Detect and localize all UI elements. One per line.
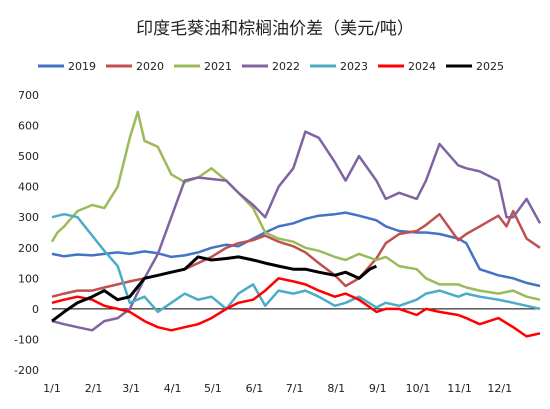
x-tick-label: 10/1 [406,382,431,395]
y-tick-label: 400 [18,181,39,194]
x-tick-label: 8/1 [327,382,345,395]
legend-label-2020: 2020 [136,60,164,73]
legend-label-2024: 2024 [408,60,436,73]
chart-title: 印度毛葵油和棕榈油价差（美元/吨） [136,19,414,39]
series-line-2022 [51,130,542,332]
x-tick-label: 2/1 [85,382,103,395]
series-line-2023 [51,212,541,314]
x-tick-label: 12/1 [487,382,512,395]
legend-label-2021: 2021 [204,60,232,73]
y-tick-label: -100 [14,333,39,346]
x-tick-label: 4/1 [164,382,182,395]
y-tick-label: 700 [18,89,39,102]
legend-label-2025: 2025 [476,60,504,73]
y-tick-label: 200 [18,242,39,255]
series-line-2024 [51,277,541,338]
x-tick-label: 5/1 [204,382,222,395]
y-tick-label: 300 [18,211,39,224]
x-tick-label: 1/1 [43,382,61,395]
y-tick-label: -200 [14,364,39,377]
axes: -200 -100 0 100 200 300 400 500 600 700 1/1 2/1 3/1 4… [14,89,540,395]
x-tick-label: 7/1 [286,382,304,395]
x-tick-label: 3/1 [122,382,140,395]
series-line-2019 [51,211,541,288]
legend-label-2023: 2023 [340,60,368,73]
series-line-2020 [51,209,541,298]
series-lines [50,110,542,338]
series-line-2025 [51,255,378,323]
legend-label-2019: 2019 [68,60,96,73]
y-tick-label: 500 [18,150,39,163]
y-tick-label: 100 [18,272,39,285]
x-tick-label: 6/1 [246,382,264,395]
x-tick-label: 9/1 [369,382,387,395]
y-tick-label: 0 [32,303,39,316]
series-line-2021 [50,110,541,301]
legend-label-2022: 2022 [272,60,300,73]
legend: 2019 2020 2021 2022 2023 2024 2025 [38,60,504,73]
x-tick-label: 11/1 [447,382,472,395]
y-tick-label: 600 [18,120,39,133]
